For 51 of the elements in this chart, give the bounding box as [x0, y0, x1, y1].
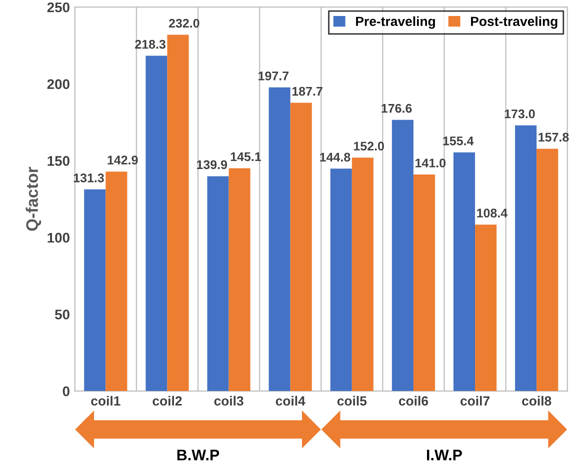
y-axis-title: Q-factor — [26, 166, 42, 231]
bar — [228, 168, 250, 392]
data-label: 157.8 — [538, 132, 569, 142]
data-label: 145.1 — [230, 152, 261, 162]
bar — [352, 158, 374, 392]
bar — [515, 125, 537, 392]
bar — [146, 56, 168, 392]
bar — [536, 148, 558, 392]
data-label: 176.6 — [382, 104, 412, 113]
data-label: 218.3 — [135, 40, 166, 49]
bar — [330, 168, 352, 392]
data-label: 155.4 — [443, 136, 474, 146]
bar — [207, 176, 229, 392]
y-tick-label: 50 — [55, 310, 70, 320]
bar — [167, 34, 189, 392]
data-label: 131.3 — [74, 173, 104, 182]
data-label: 139.9 — [197, 160, 228, 170]
x-tick-label: coil6 — [398, 396, 428, 406]
data-label: 141.0 — [416, 158, 446, 168]
x-tick-label: coil7 — [460, 396, 490, 406]
data-label: 197.7 — [258, 72, 289, 80]
y-tick-label: 150 — [48, 156, 70, 166]
bar — [268, 87, 290, 392]
text: B.W.P — [177, 450, 220, 460]
bar — [290, 102, 312, 392]
bar — [106, 172, 128, 392]
bar — [413, 174, 436, 392]
y-tick-label: 250 — [47, 2, 70, 12]
bar — [475, 224, 497, 392]
x-tick-label: coil8 — [522, 396, 552, 406]
bar — [84, 189, 106, 392]
data-label: 144.8 — [320, 152, 350, 162]
x-tick-label: coil3 — [214, 396, 244, 406]
x-tick-label: coil1 — [91, 396, 120, 406]
data-label: 108.4 — [477, 208, 508, 218]
legend-label: Pre-traveling — [356, 16, 435, 29]
bar — [453, 152, 476, 392]
data-label: 187.7 — [292, 86, 322, 96]
x-tick-label: coil2 — [152, 396, 182, 406]
x-tick-label: coil4 — [276, 396, 306, 406]
data-label: 152.0 — [354, 142, 384, 151]
y-tick-label: 100 — [48, 232, 70, 243]
y-tick-label: 0 — [62, 386, 70, 396]
data-label: 173.0 — [504, 109, 535, 118]
y-tick-label: 200 — [47, 79, 70, 90]
data-label: 142.9 — [108, 156, 138, 165]
text: I.W.P — [427, 450, 462, 460]
bar — [392, 120, 414, 392]
data-label: 232.0 — [168, 18, 200, 28]
x-tick-label: coil5 — [337, 396, 367, 406]
legend-label: Post-traveling — [471, 16, 558, 29]
